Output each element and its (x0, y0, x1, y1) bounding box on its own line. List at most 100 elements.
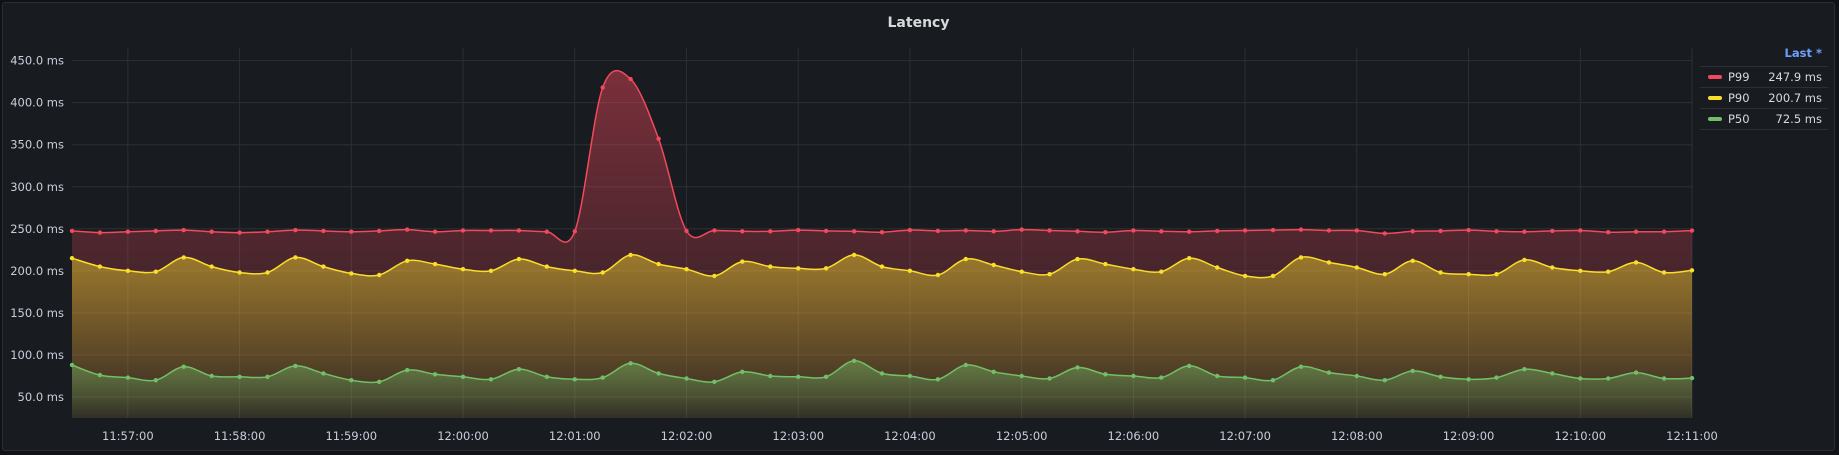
point-p90 (488, 268, 494, 273)
x-tick-label: 12:08:00 (1331, 429, 1383, 443)
point-p90 (935, 272, 941, 278)
point-p90 (1103, 261, 1108, 267)
point-p90 (851, 252, 857, 258)
point-p50 (684, 376, 689, 381)
point-p99 (907, 227, 913, 233)
legend-last-value: 72.5 ms (1775, 112, 1822, 126)
point-p99 (1689, 228, 1695, 233)
point-p99 (823, 228, 829, 234)
point-p99 (1298, 227, 1304, 232)
point-p90 (712, 273, 717, 279)
point-p99 (1242, 228, 1248, 233)
point-p90 (1298, 255, 1304, 260)
point-p50 (907, 373, 913, 379)
point-p50 (97, 372, 103, 378)
point-p90 (209, 264, 214, 269)
legend-item-p50[interactable]: P50 72.5 ms (1700, 109, 1828, 130)
area-p50 (72, 360, 1692, 418)
point-p50 (488, 377, 494, 382)
point-p90 (1438, 270, 1443, 275)
x-tick-label: 12:00:00 (437, 429, 489, 443)
point-p50 (851, 358, 857, 363)
point-p50 (321, 371, 326, 376)
legend-swatch (1708, 96, 1722, 100)
point-p99 (851, 229, 857, 234)
point-p50 (1466, 377, 1471, 382)
point-p50 (796, 374, 801, 379)
point-p99 (1522, 229, 1527, 234)
point-p50 (1578, 376, 1583, 381)
y-axis: 50.0 ms 100.0 ms 150.0 ms 200.0 ms 250.0 ms 3… (10, 54, 64, 404)
panel-title[interactable]: Latency (887, 15, 950, 31)
point-p50 (768, 373, 773, 379)
point-p90 (1606, 269, 1611, 274)
y-tick-label: 300.0 ms (10, 180, 64, 194)
point-p90 (293, 255, 298, 260)
point-p50 (1019, 373, 1024, 379)
point-p50 (572, 377, 577, 382)
point-p90 (432, 261, 438, 267)
legend-item-p90[interactable]: P90 200.7 ms (1700, 88, 1828, 109)
point-p90 (740, 259, 745, 264)
point-p99 (125, 229, 131, 234)
point-p50 (879, 371, 885, 376)
point-p50 (265, 374, 270, 379)
point-p50 (628, 361, 633, 366)
x-axis: 11:57:00 11:58:00 11:59:00 12:00:00 12:01:00… (102, 429, 1718, 443)
point-p90 (879, 264, 885, 269)
point-p50 (1047, 376, 1052, 381)
point-p99 (1354, 228, 1360, 233)
point-p50 (1410, 368, 1415, 374)
point-p99 (628, 76, 633, 82)
line-p99[interactable] (71, 69, 1693, 243)
x-tick-label: 12:07:00 (1219, 429, 1271, 443)
point-p90 (181, 255, 186, 260)
point-p90 (1047, 272, 1052, 277)
series-areas (72, 70, 1692, 418)
point-p50 (1075, 365, 1080, 370)
point-p99 (377, 228, 382, 234)
point-p50 (460, 374, 466, 379)
point-p50 (1326, 370, 1332, 375)
point-p50 (656, 371, 661, 376)
point-p99 (1494, 229, 1499, 234)
point-p90 (823, 266, 829, 271)
point-p90 (97, 264, 103, 269)
point-p90 (1270, 273, 1276, 279)
legend-sort-header[interactable]: Last * (1700, 46, 1828, 67)
x-tick-label: 12:06:00 (1108, 429, 1160, 443)
point-p99 (935, 228, 941, 234)
point-p99 (572, 229, 577, 234)
point-p50 (1159, 375, 1164, 380)
x-tick-label: 12:10:00 (1554, 429, 1606, 443)
point-p50 (740, 369, 745, 374)
point-p99 (293, 227, 298, 233)
point-p90 (1522, 257, 1527, 263)
legend-item-p99[interactable]: P99 247.9 ms (1700, 67, 1828, 88)
point-p99 (768, 229, 773, 234)
point-p99 (69, 228, 75, 234)
point-p99 (879, 230, 885, 235)
point-p50 (1131, 373, 1136, 379)
point-p50 (1215, 373, 1220, 379)
y-tick-label: 350.0 ms (10, 138, 64, 152)
point-p50 (181, 364, 186, 369)
legend-last-value: 200.7 ms (1768, 91, 1822, 105)
x-tick-label: 11:57:00 (102, 429, 154, 443)
point-p90 (1159, 269, 1164, 274)
point-p90 (628, 252, 633, 258)
point-p50 (1354, 373, 1360, 379)
point-p90 (796, 266, 801, 271)
point-p99 (1438, 228, 1443, 234)
point-p50 (1382, 378, 1388, 383)
x-tick-label: 11:59:00 (325, 429, 377, 443)
point-p90 (1187, 256, 1192, 261)
point-p50 (1689, 375, 1695, 381)
point-p99 (349, 229, 354, 234)
point-p50 (1270, 378, 1276, 383)
point-p90 (405, 258, 410, 263)
point-p50 (153, 378, 158, 383)
legend-series-name: P50 (1728, 112, 1750, 126)
y-tick-label: 250.0 ms (10, 222, 64, 236)
